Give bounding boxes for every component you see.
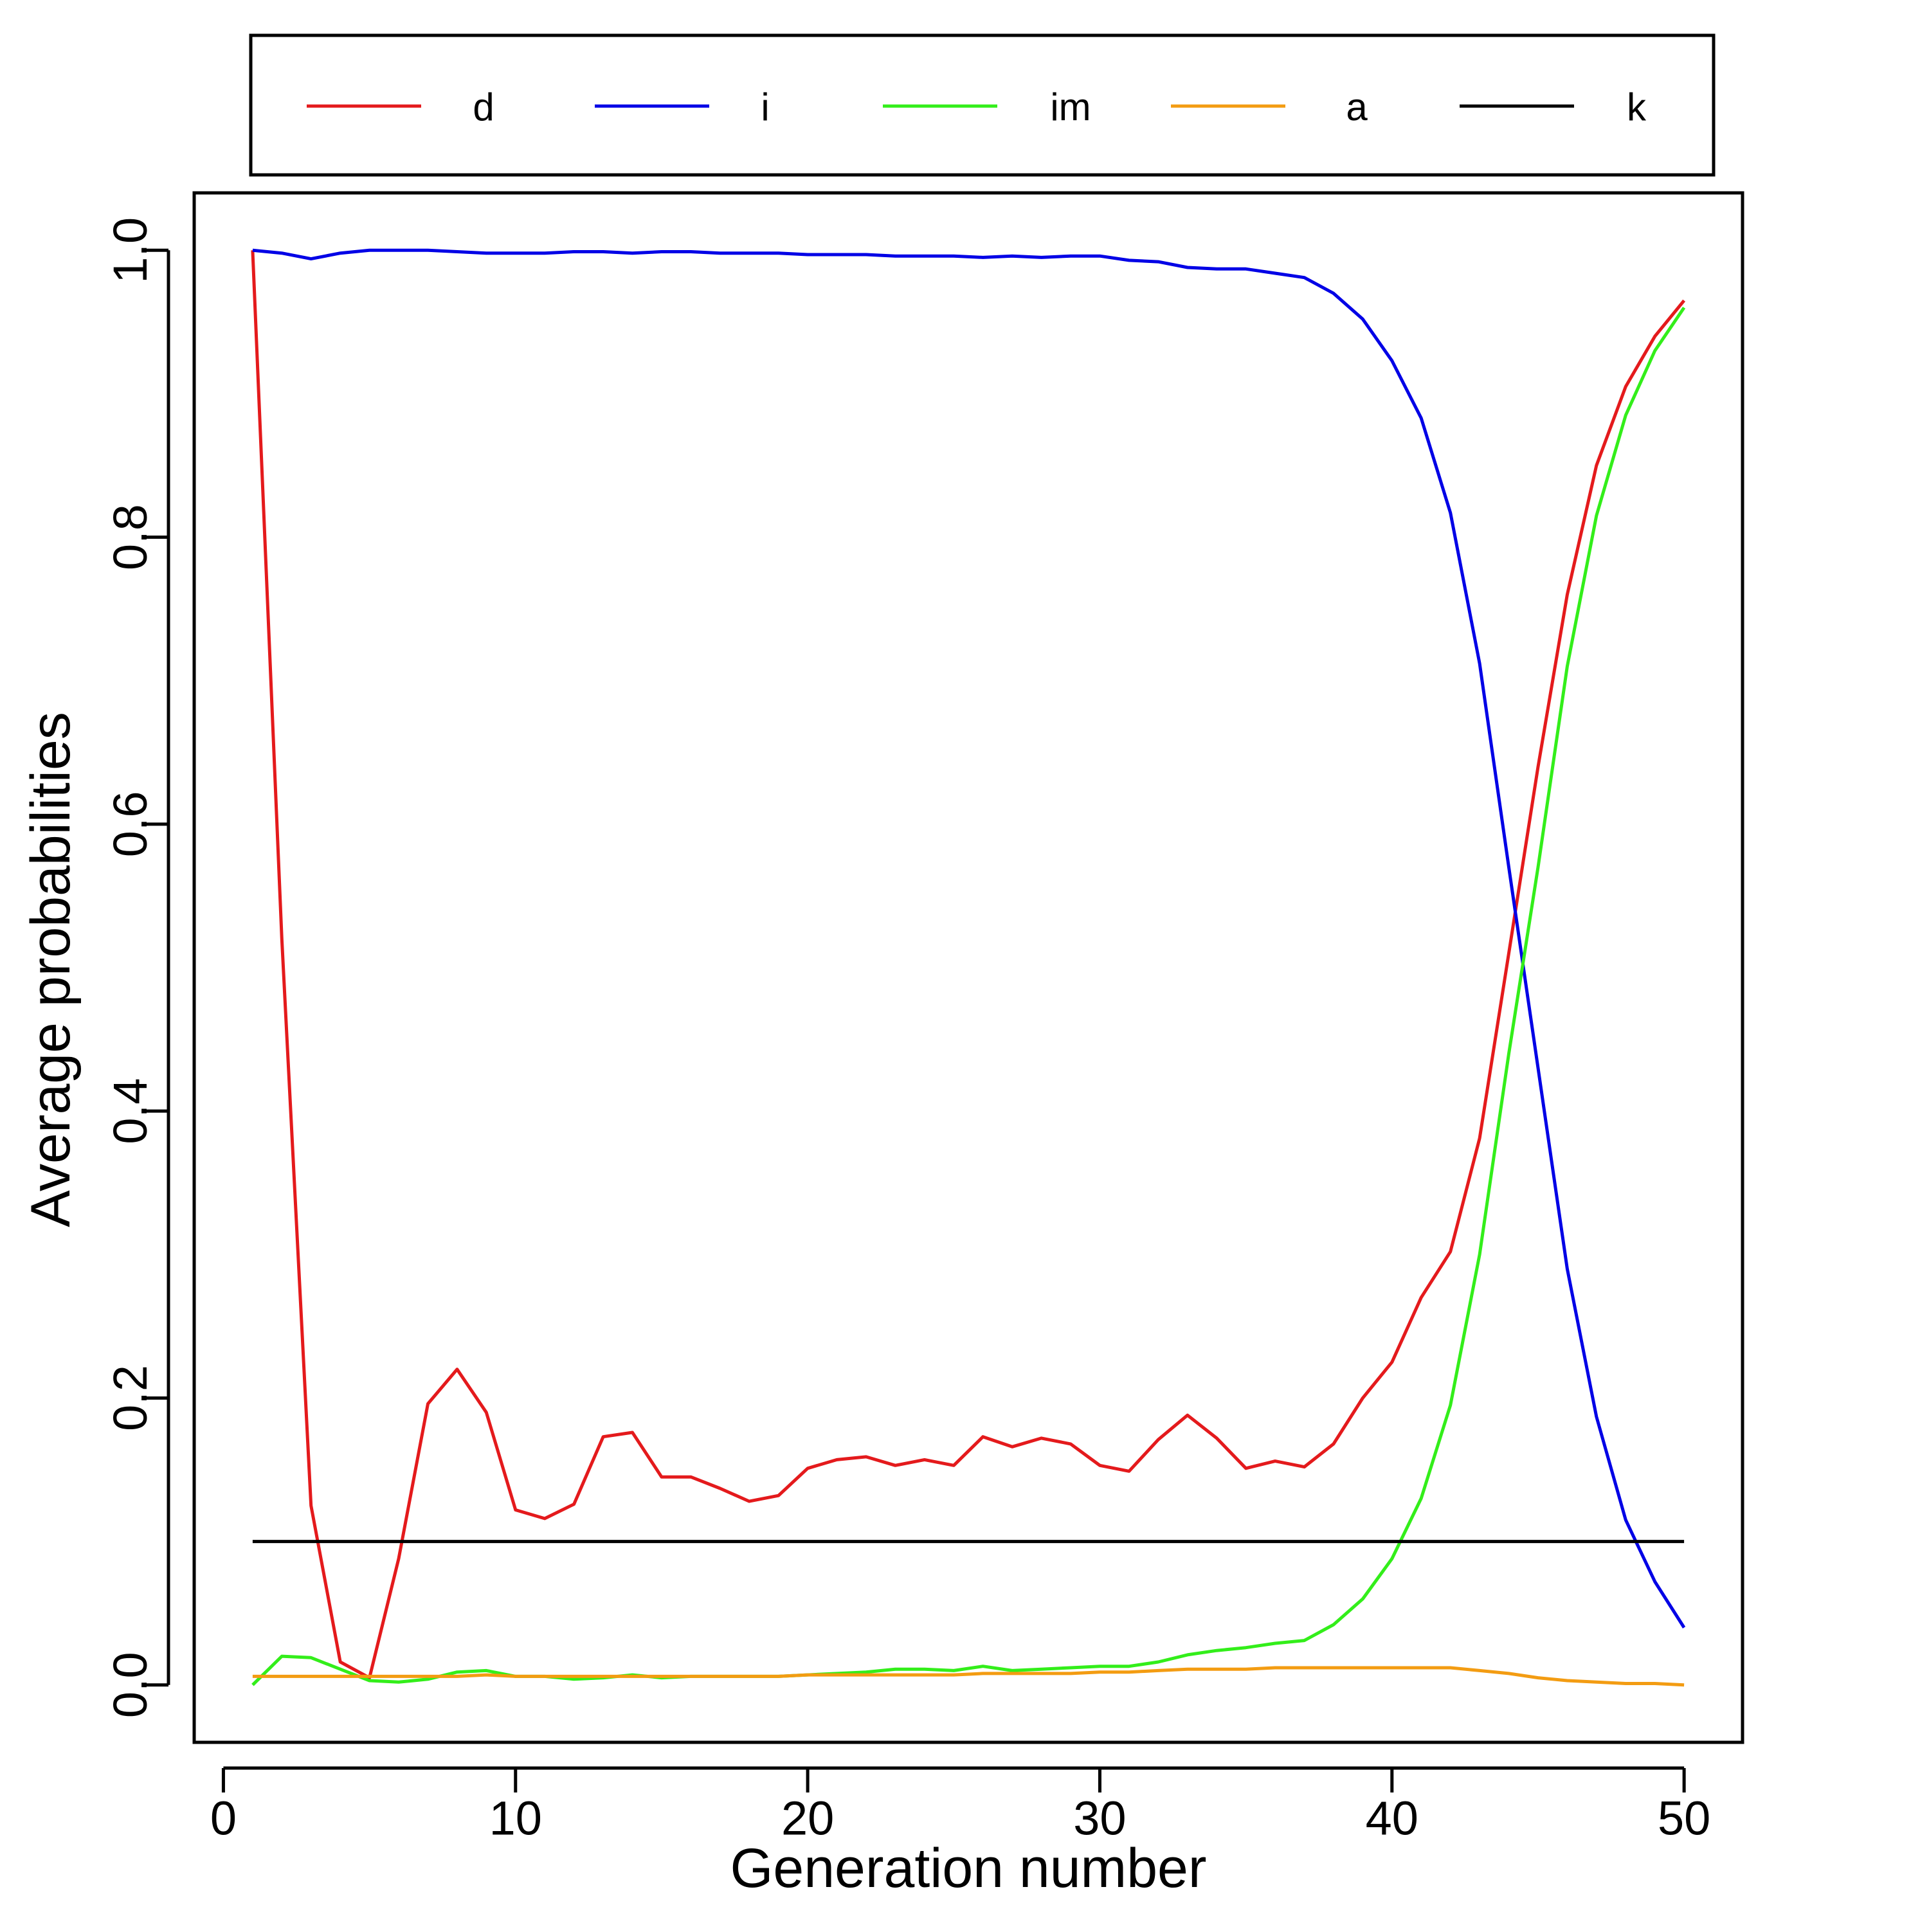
x-axis: 0 10 20 30 40 50 <box>210 1766 1710 1845</box>
y-tick-label: 0.6 <box>104 791 157 857</box>
y-tick-label: 0.4 <box>104 1078 157 1144</box>
x-tick-label: 50 <box>1658 1792 1710 1845</box>
legend-label-a: a <box>1346 86 1368 129</box>
legend: d i im a k <box>307 86 1647 129</box>
y-axis-title: Average probabilities <box>20 712 82 1227</box>
series-line-im <box>251 307 1686 1686</box>
plot-frame <box>192 191 1744 1744</box>
series-line-a <box>252 1666 1685 1687</box>
series-line-i <box>252 248 1686 1629</box>
legend-label-i: i <box>761 86 769 129</box>
series-layer <box>251 248 1686 1687</box>
legend-label-k: k <box>1627 86 1647 129</box>
series-line-d <box>251 250 1686 1680</box>
y-tick-label: 1.0 <box>104 217 157 284</box>
x-axis-title: Generation number <box>730 1837 1207 1899</box>
x-tick-label: 40 <box>1366 1792 1418 1845</box>
y-tick-label: 0.2 <box>104 1365 157 1431</box>
legend-box <box>249 33 1716 177</box>
x-tick-label: 30 <box>1073 1792 1126 1845</box>
y-tick-label: 0.0 <box>104 1652 157 1718</box>
x-tick-label: 10 <box>489 1792 542 1845</box>
x-tick-label: 20 <box>781 1792 834 1845</box>
x-tick-label: 0 <box>210 1792 237 1845</box>
legend-label-d: d <box>473 86 494 129</box>
y-tick-label: 0.8 <box>104 504 157 570</box>
y-axis: 0.0 0.2 0.4 0.6 0.8 1.0 <box>104 217 170 1718</box>
legend-label-im: im <box>1050 86 1091 129</box>
